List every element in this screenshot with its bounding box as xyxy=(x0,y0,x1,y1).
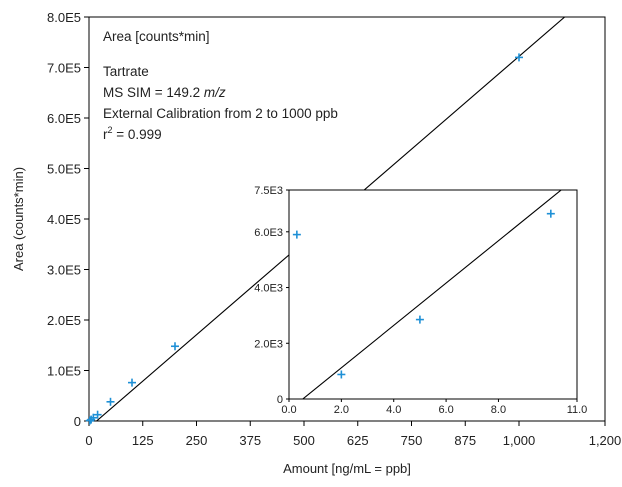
inset-chart-data-point xyxy=(292,230,301,239)
y-axis-title: Area (counts*min) xyxy=(11,167,26,271)
main-chart-y-tick-label: 6.0E5 xyxy=(47,111,81,126)
inset-chart-data-point xyxy=(546,209,555,218)
main-chart-y-tick-label: 7.0E5 xyxy=(47,61,81,76)
main-chart-data-point xyxy=(93,410,102,419)
inset-chart-data-point xyxy=(337,370,346,379)
r-squared-label: r2 = 0.999 xyxy=(103,125,162,142)
main-chart-y-tick-label: 8.0E5 xyxy=(47,10,81,25)
inset-chart-x-tick-label: 2.0 xyxy=(334,404,349,416)
main-chart-x-tick-label: 0 xyxy=(85,433,92,448)
main-chart-data-point xyxy=(128,378,136,387)
inset-chart-x-tick-label: 11.0 xyxy=(567,404,588,416)
inset-chart-y-tick-label: 6.0E3 xyxy=(254,227,283,239)
main-chart-x-tick-label: 125 xyxy=(132,433,154,448)
main-chart-x-tick-label: 375 xyxy=(239,433,261,448)
main-chart-data-point xyxy=(89,413,98,422)
main-chart-data-point xyxy=(171,342,179,351)
main-chart-x-tick-label: 500 xyxy=(293,433,315,448)
analyte-label: Tartrate xyxy=(103,64,149,79)
r-squared-superscript: 2 xyxy=(108,125,113,135)
x-axis-title: Amount [ng/mL = ppb] xyxy=(283,461,411,476)
annotation-block: Area [counts*min] Tartrate MS SIM = 149.… xyxy=(103,29,338,142)
main-chart-x-tick-label: 750 xyxy=(401,433,423,448)
main-chart-x-tick-label: 1,000 xyxy=(503,433,536,448)
inset-chart-y-tick-label: 2.0E3 xyxy=(254,338,283,350)
main-chart-y-tick-label: 3.0E5 xyxy=(47,263,81,278)
inset-chart-y-tick-label: 0 xyxy=(277,394,283,406)
main-chart-y-tick-label: 1.0E5 xyxy=(47,364,81,379)
r-squared-prefix: r xyxy=(103,127,108,142)
inset-chart-y-tick-label: 4.0E3 xyxy=(254,283,283,295)
ms-sim-prefix: MS SIM = 149.2 xyxy=(103,85,204,100)
main-chart-x-tick-label: 875 xyxy=(454,433,476,448)
main-chart-x-tick-label: 625 xyxy=(347,433,369,448)
area-units-label: Area [counts*min] xyxy=(103,29,210,44)
main-chart-y-tick-label: 2.0E5 xyxy=(47,313,81,328)
main-chart-data-point xyxy=(106,397,115,406)
main-chart-y-tick-label: 0 xyxy=(74,414,81,429)
r-squared-value: = 0.999 xyxy=(113,127,162,142)
calibration-range-label: External Calibration from 2 to 1000 ppb xyxy=(103,106,338,121)
inset-chart-x-tick-label: 6.0 xyxy=(438,404,453,416)
inset-chart-data-point xyxy=(415,315,424,324)
inset-chart-x-tick-label: 0.0 xyxy=(281,404,296,416)
inset-chart-frame xyxy=(288,189,578,400)
main-chart-x-tick-label: 1,200 xyxy=(589,433,622,448)
inset-chart-x-tick-label: 4.0 xyxy=(386,404,401,416)
main-chart-y-tick-label: 4.0E5 xyxy=(47,212,81,227)
main-chart-x-tick-label: 250 xyxy=(186,433,208,448)
ms-sim-unit: m/z xyxy=(204,85,226,100)
main-chart-data-point xyxy=(515,53,523,62)
inset-chart: 0.0 2.0 4.0 6.0 8.0 11.0 0 2.0E3 4.0E3 6.0E3 7.5E3 xyxy=(254,185,588,416)
inset-chart-y-tick-label: 7.5E3 xyxy=(254,185,283,197)
ms-sim-label: MS SIM = 149.2 m/z xyxy=(103,85,226,100)
main-chart-y-tick-label: 5.0E5 xyxy=(47,162,81,177)
inset-chart-x-tick-label: 8.0 xyxy=(491,404,506,416)
inset-chart-fit-line xyxy=(301,190,563,399)
